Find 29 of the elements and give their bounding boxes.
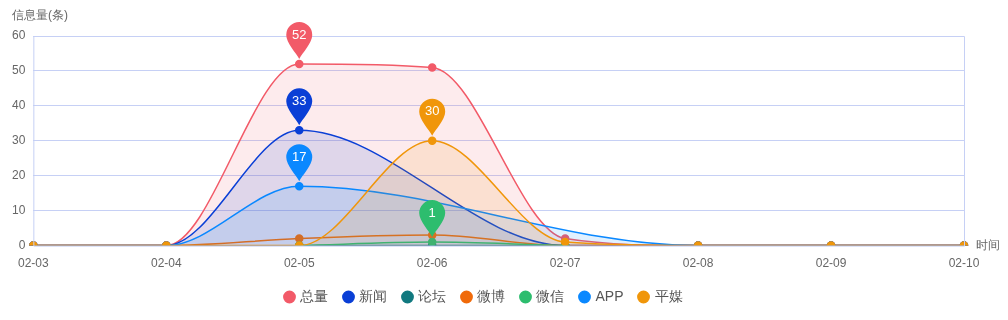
legend-label: 新闻 [359,287,388,304]
legend-label: 平媒 [654,287,683,304]
x-axis-title: 时间 [976,237,1000,252]
y-tick-label: 0 [18,237,26,252]
x-tick-label: 02-05 [283,256,315,271]
x-tick-label: 02-08 [682,256,714,271]
x-tick-label: 02-09 [815,256,847,271]
annotation: 1 [428,204,436,220]
annotation: 30 [424,103,440,119]
y-tick-label: 20 [11,168,26,183]
legend-label: APP [595,287,624,304]
legend-label: 微信 [536,287,565,304]
y-axis-title: 信息量(条) [12,8,68,23]
legend-label: 总量 [299,287,329,304]
annotation: 52 [292,26,307,42]
y-tick-label: 30 [11,133,26,148]
y-tick-label: 50 [11,63,26,78]
x-tick-label: 02-03 [18,256,50,271]
legend-label: 微博 [477,287,506,304]
annotation: 33 [292,92,307,108]
legend-label: 论坛 [418,287,447,304]
x-tick-label: 02-06 [416,256,448,271]
x-tick-label: 02-07 [549,256,581,271]
y-tick-label: 60 [11,28,26,43]
x-tick-label: 02-10 [948,256,980,271]
y-tick-label: 40 [11,98,26,113]
x-tick-label: 02-04 [150,256,182,271]
annotation: 17 [292,148,307,164]
y-tick-label: 10 [11,202,26,217]
